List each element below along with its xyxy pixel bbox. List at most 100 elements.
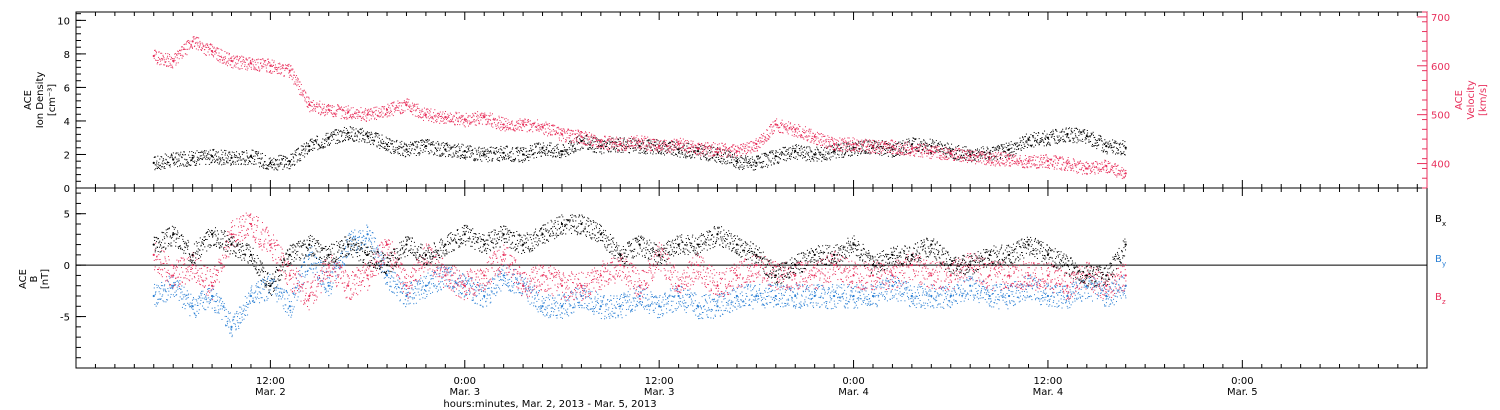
data-dot bbox=[185, 164, 187, 166]
data-dot bbox=[600, 146, 602, 148]
data-dot bbox=[608, 151, 610, 153]
data-dot bbox=[606, 142, 608, 144]
data-dot bbox=[604, 136, 606, 138]
data-dot bbox=[523, 120, 525, 122]
data-dot bbox=[934, 141, 936, 143]
data-dot bbox=[181, 156, 183, 158]
data-dot bbox=[978, 149, 980, 151]
data-dot bbox=[278, 159, 280, 161]
data-dot bbox=[681, 147, 683, 149]
data-dot bbox=[206, 45, 208, 47]
data-dot bbox=[329, 144, 331, 146]
data-dot bbox=[443, 118, 445, 120]
data-dot bbox=[747, 149, 749, 151]
data-dot bbox=[713, 155, 715, 157]
data-dot bbox=[269, 62, 271, 64]
data-dot bbox=[692, 140, 694, 142]
data-dot bbox=[1074, 133, 1076, 135]
data-point bbox=[288, 69, 291, 72]
data-dot bbox=[539, 149, 541, 151]
data-dot bbox=[738, 150, 740, 152]
data-dot bbox=[760, 167, 762, 169]
data-dot bbox=[176, 55, 178, 57]
data-dot bbox=[477, 111, 479, 113]
data-dot bbox=[999, 146, 1001, 148]
data-dot bbox=[238, 68, 240, 70]
data-dot bbox=[372, 112, 374, 114]
data-dot bbox=[1111, 146, 1113, 148]
data-dot bbox=[297, 147, 299, 149]
data-dot bbox=[891, 156, 893, 158]
data-dot bbox=[768, 160, 770, 162]
data-dot bbox=[572, 145, 574, 147]
data-dot bbox=[488, 151, 490, 153]
data-dot bbox=[475, 124, 477, 126]
data-dot bbox=[439, 149, 441, 151]
data-dot bbox=[306, 142, 308, 144]
data-dot bbox=[713, 154, 715, 156]
data-dot bbox=[773, 163, 775, 165]
data-dot bbox=[1086, 133, 1088, 135]
data-dot bbox=[835, 157, 837, 159]
data-dot bbox=[396, 148, 398, 150]
data-dot bbox=[461, 154, 463, 156]
data-dot bbox=[442, 142, 444, 144]
data-dot bbox=[1124, 141, 1126, 143]
data-dot bbox=[316, 103, 318, 105]
data-dot bbox=[158, 162, 160, 164]
data-dot bbox=[557, 148, 559, 150]
data-dot bbox=[467, 148, 469, 150]
data-dot bbox=[231, 151, 233, 153]
data-dot bbox=[679, 137, 681, 139]
data-dot bbox=[180, 46, 182, 48]
data-dot bbox=[168, 164, 170, 166]
data-dot bbox=[341, 109, 343, 111]
data-dot bbox=[735, 164, 737, 166]
data-dot bbox=[809, 149, 811, 151]
data-dot bbox=[609, 138, 611, 140]
data-dot bbox=[414, 115, 416, 117]
data-dot bbox=[455, 113, 457, 115]
data-dot bbox=[711, 147, 713, 149]
data-dot bbox=[324, 146, 326, 148]
data-dot bbox=[846, 143, 848, 145]
data-dot bbox=[272, 64, 274, 66]
data-dot bbox=[205, 163, 207, 165]
data-dot bbox=[719, 150, 721, 152]
data-dot bbox=[900, 147, 902, 149]
data-dot bbox=[720, 161, 722, 163]
data-dot bbox=[189, 47, 191, 49]
data-dot bbox=[418, 152, 420, 154]
data-dot bbox=[1020, 149, 1022, 151]
data-dot bbox=[599, 151, 601, 153]
data-dot bbox=[968, 150, 970, 152]
data-dot bbox=[796, 146, 798, 148]
data-dot bbox=[1091, 133, 1093, 135]
data-dot bbox=[702, 145, 704, 147]
data-dot bbox=[848, 146, 850, 148]
data-dot bbox=[734, 154, 736, 156]
data-dot bbox=[433, 154, 435, 156]
data-dot bbox=[742, 169, 744, 171]
data-dot bbox=[305, 146, 307, 148]
data-dot bbox=[412, 104, 414, 106]
data-dot bbox=[489, 119, 491, 121]
data-dot bbox=[235, 55, 237, 57]
data-dot bbox=[518, 129, 520, 131]
data-point bbox=[580, 135, 583, 138]
data-dot bbox=[577, 149, 579, 151]
data-dot bbox=[268, 61, 270, 63]
data-dot bbox=[175, 153, 177, 155]
data-dot bbox=[261, 65, 263, 67]
data-dot bbox=[924, 150, 926, 152]
data-dot bbox=[322, 147, 324, 149]
data-dot bbox=[184, 43, 186, 45]
data-dot bbox=[729, 155, 731, 157]
data-dot bbox=[819, 151, 821, 153]
data-dot bbox=[526, 150, 528, 152]
data-dot bbox=[403, 145, 405, 147]
data-dot bbox=[643, 137, 645, 139]
data-dot bbox=[493, 122, 495, 124]
data-dot bbox=[532, 154, 534, 156]
data-dot bbox=[380, 112, 382, 114]
